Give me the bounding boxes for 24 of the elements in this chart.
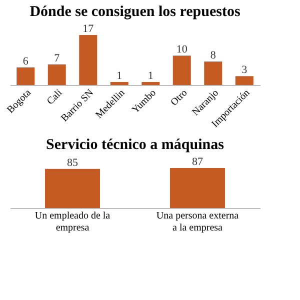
x-tick-label: Una persona externa a la empresa [156,210,240,234]
data-label: 7 [54,52,60,64]
bar [48,64,66,85]
data-label: 3 [242,64,248,76]
chart-title: Dónde se consiguen los repuestos [30,4,240,20]
data-label: 8 [210,49,216,62]
bar [142,82,160,85]
data-label: 10 [176,44,188,56]
x-tick-label: Un empleado de la empresa [34,210,111,234]
data-label: 1 [148,70,154,82]
data-label: 6 [22,55,29,68]
bar [172,56,191,85]
x-tick-label: Cali [45,87,65,108]
data-label: 85 [67,156,78,169]
data-label: 17 [82,23,94,35]
chart-title: Servicio técnico a máquinas [46,137,224,153]
bar [204,61,222,85]
bar [235,76,254,85]
x-tick-label: Otro [168,88,190,108]
data-label: 87 [192,156,204,168]
bar [110,82,128,85]
bar [16,67,35,85]
data-label: 1 [116,70,122,82]
bar [79,35,98,85]
